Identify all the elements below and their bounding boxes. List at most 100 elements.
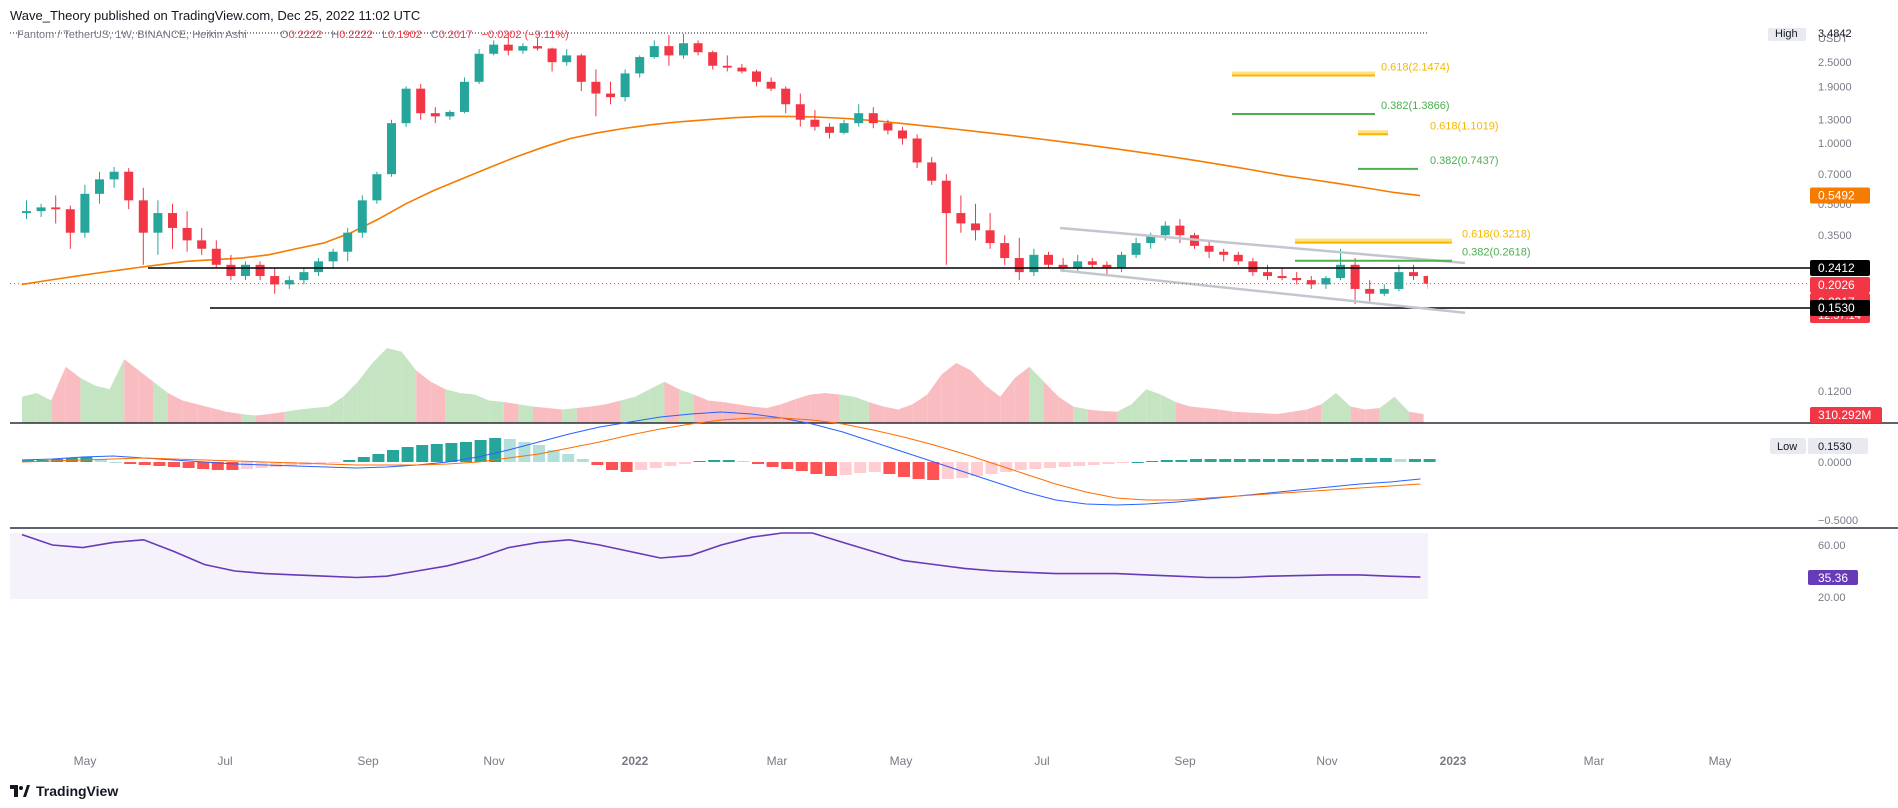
candle[interactable] (65, 205, 75, 249)
candle[interactable] (51, 195, 61, 224)
candle[interactable] (1277, 268, 1287, 281)
candle[interactable] (898, 126, 907, 145)
candle[interactable] (343, 227, 353, 262)
candle[interactable] (649, 40, 659, 59)
candle[interactable] (1350, 258, 1360, 305)
price-scale[interactable]: USDT 2.50001.90001.30001.00000.70000.500… (1818, 33, 1852, 398)
candle[interactable] (314, 258, 323, 277)
candle[interactable] (606, 81, 615, 105)
trading-chart[interactable]: Fantom / TetherUS, 1W, BINANCE, Heikin A… (0, 28, 1898, 776)
candle[interactable] (737, 63, 747, 74)
signal-line[interactable] (21, 417, 1421, 501)
candle[interactable] (591, 69, 601, 117)
candle[interactable] (1379, 284, 1389, 297)
candle[interactable] (547, 47, 557, 72)
candle[interactable] (503, 33, 513, 56)
candle[interactable] (197, 227, 207, 255)
symbol-legend[interactable]: Fantom / TetherUS, 1W, BINANCE, Heikin A… (17, 29, 247, 41)
candle[interactable] (781, 86, 791, 114)
candle[interactable] (1073, 254, 1083, 273)
candle[interactable] (766, 77, 776, 92)
candle[interactable] (971, 203, 980, 241)
candle[interactable] (1365, 280, 1375, 302)
candle[interactable] (1263, 264, 1272, 281)
candle[interactable] (168, 203, 177, 249)
candle[interactable] (22, 200, 31, 220)
candle[interactable] (416, 84, 426, 120)
candle[interactable] (1292, 272, 1302, 285)
candle[interactable] (1014, 237, 1024, 281)
candle[interactable] (1087, 258, 1097, 269)
candle[interactable] (124, 168, 134, 210)
ema-line[interactable] (21, 115, 1421, 286)
candle[interactable] (1117, 251, 1126, 273)
candle[interactable] (153, 200, 163, 255)
candle[interactable] (868, 107, 878, 129)
macd-pane[interactable]: 0.0000 −0.5000 (21, 411, 1858, 527)
candle[interactable] (533, 37, 542, 51)
candle[interactable] (1423, 275, 1433, 289)
rsi-pane[interactable]: 60.00 20.00 35.36 (21, 532, 1858, 604)
candle[interactable] (241, 261, 250, 281)
candle[interactable] (1336, 248, 1345, 281)
candle[interactable] (328, 248, 338, 269)
candle[interactable] (693, 40, 703, 56)
candle[interactable] (664, 35, 674, 66)
rsi-line[interactable] (21, 532, 1421, 579)
candle[interactable] (708, 50, 718, 70)
candle[interactable] (620, 69, 630, 102)
candle[interactable] (825, 123, 834, 139)
candle[interactable] (1233, 251, 1243, 265)
candle[interactable] (679, 33, 688, 59)
candle[interactable] (211, 240, 221, 269)
candle[interactable] (1306, 276, 1316, 289)
candle[interactable] (299, 268, 309, 285)
candle[interactable] (752, 69, 761, 87)
candle[interactable] (912, 134, 922, 169)
candle[interactable] (635, 55, 645, 78)
candle[interactable] (854, 104, 864, 127)
candle[interactable] (36, 203, 46, 218)
candle[interactable] (518, 43, 528, 54)
candle[interactable] (138, 187, 148, 265)
candle[interactable] (1029, 248, 1039, 277)
candle[interactable] (460, 77, 469, 114)
channel-upper-line[interactable] (1059, 226, 1466, 265)
tradingview-logo[interactable]: TradingView (10, 783, 118, 799)
candle[interactable] (985, 213, 995, 249)
candle[interactable] (1044, 251, 1053, 269)
candle[interactable] (1131, 237, 1141, 259)
candle[interactable] (489, 40, 499, 56)
candle[interactable] (474, 49, 484, 85)
candle[interactable] (109, 166, 119, 188)
candle[interactable] (839, 119, 849, 135)
candle[interactable] (927, 157, 937, 185)
candle[interactable] (387, 119, 396, 177)
candle[interactable] (401, 86, 411, 127)
candle[interactable] (1394, 264, 1404, 292)
candle[interactable] (430, 107, 440, 124)
candle[interactable] (810, 110, 820, 131)
candle[interactable] (941, 174, 951, 265)
candle[interactable] (445, 110, 455, 120)
candle[interactable] (182, 211, 192, 252)
candle[interactable] (1248, 258, 1258, 277)
candle[interactable] (1219, 248, 1229, 262)
price-pane[interactable] (10, 32, 1770, 423)
candle[interactable] (270, 268, 280, 294)
candle[interactable] (795, 93, 805, 127)
candle[interactable] (255, 261, 265, 281)
candle[interactable] (284, 276, 294, 289)
candle[interactable] (95, 171, 104, 204)
candle[interactable] (956, 195, 966, 233)
channel-lower-line[interactable] (1059, 268, 1466, 314)
candle[interactable] (722, 55, 732, 72)
macd-line[interactable] (21, 411, 1421, 506)
candle[interactable] (357, 195, 367, 238)
candle[interactable] (1321, 276, 1331, 289)
candle[interactable] (80, 184, 90, 238)
candle[interactable] (1204, 240, 1214, 259)
candle[interactable] (1409, 264, 1418, 281)
candle[interactable] (372, 171, 382, 204)
candle[interactable] (883, 119, 893, 135)
